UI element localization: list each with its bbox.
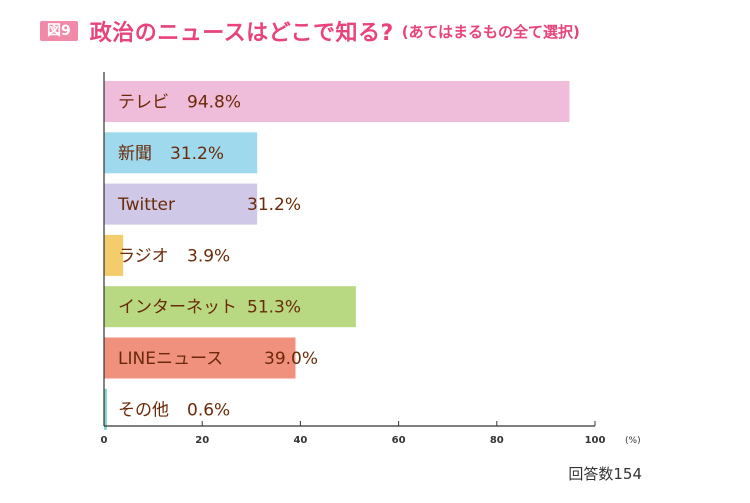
x-tick-label: 20 (195, 435, 209, 446)
bar-value-label: 0.6% (187, 400, 230, 420)
x-axis-unit: (%) (625, 436, 641, 446)
x-tick-label: 80 (490, 435, 504, 446)
x-tick-label: 40 (293, 435, 307, 446)
bar-7 (104, 388, 107, 430)
bar-category-label: LINEニュース (118, 349, 223, 369)
bar-category-label: 新聞 (118, 144, 152, 164)
x-tick-label: 100 (585, 435, 606, 446)
bar-category-label: インターネット (118, 298, 237, 318)
bar-1 (104, 81, 570, 122)
bar-6 (104, 337, 296, 379)
bar-4 (104, 234, 124, 276)
bar-value-label: 31.2% (170, 144, 224, 164)
x-tick-label: 60 (392, 435, 406, 446)
bar-value-label: 3.9% (187, 246, 230, 266)
bar-category-label: テレビ (118, 93, 169, 113)
figure-badge: 図9 (40, 21, 78, 41)
chart-title-row: 図9 政治のニュースはどこで知る? (あてはまるもの全て選択) (40, 14, 580, 48)
bar-category-label: ラジオ (118, 246, 169, 266)
bar-2 (104, 132, 258, 174)
bar-category-label: Twitter (117, 195, 175, 215)
bar-value-label: 51.3% (247, 298, 301, 318)
bar-value-label: 39.0% (264, 349, 318, 369)
bar-value-label: 94.8% (187, 93, 241, 113)
bar-5 (104, 286, 356, 328)
bar-3 (104, 183, 258, 225)
chart-title: 政治のニュースはどこで知る? (89, 21, 394, 46)
bar-category-label: その他 (118, 400, 169, 420)
bar-value-label: 31.2% (247, 195, 301, 215)
chart-subtitle: (あてはまるもの全て選択) (401, 22, 580, 41)
x-tick-label: 0 (101, 435, 108, 446)
response-count: 回答数154 (568, 465, 642, 483)
